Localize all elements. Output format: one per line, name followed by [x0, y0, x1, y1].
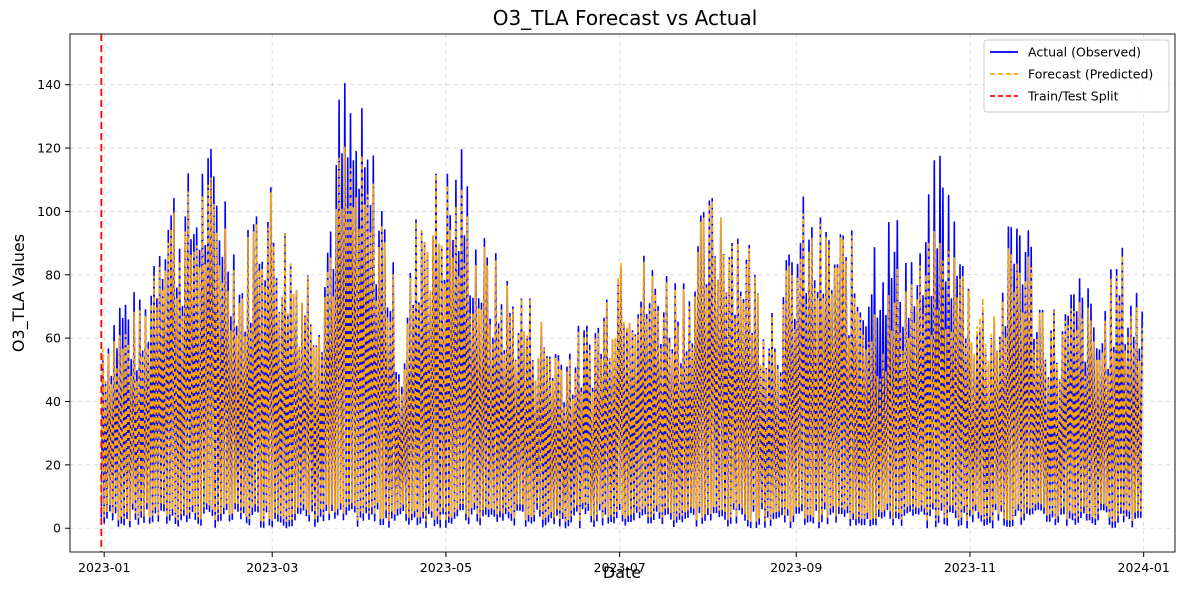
x-tick-label: 2023-09: [770, 560, 822, 575]
legend: Actual (Observed) Forecast (Predicted) T…: [983, 39, 1170, 113]
x-tick-label: 2023-05: [420, 560, 472, 575]
y-axis: 0 20 40 60 80 100 120 140: [37, 77, 70, 536]
y-tick-label: 80: [45, 267, 61, 282]
legend-box: [983, 39, 1170, 113]
y-tick-label: 100: [37, 204, 61, 219]
plot-frame: [69, 33, 1176, 553]
x-tick-label: 2023-11: [944, 560, 996, 575]
forecast-series-line: [100, 146, 1143, 522]
x-tick-label: 2023-07: [594, 560, 646, 575]
legend-label-split: Train/Test Split: [1027, 89, 1119, 104]
y-tick-label: 40: [45, 394, 61, 409]
y-tick-label: 140: [37, 77, 61, 92]
y-tick-label: 60: [45, 331, 61, 346]
y-tick-label: 120: [37, 141, 61, 156]
y-axis-title: O3_TLA Values: [9, 234, 29, 352]
legend-label-actual: Actual (Observed): [1028, 45, 1141, 60]
grid: [70, 34, 1175, 552]
x-tick-label: 2024-01: [1118, 560, 1170, 575]
x-axis: 2023-01 2023-03 2023-05 2023-07 2023-09 2023-…: [78, 552, 1170, 575]
x-tick-label: 2023-01: [78, 560, 130, 575]
chart-title: O3_TLA Forecast vs Actual: [493, 6, 758, 30]
series-layer: [100, 34, 1143, 552]
y-tick-label: 20: [45, 457, 61, 472]
x-axis-title: Date: [603, 563, 641, 582]
y-tick-label: 0: [53, 521, 61, 536]
x-tick-label: 2023-03: [246, 560, 298, 575]
legend-label-forecast: Forecast (Predicted): [1028, 67, 1153, 82]
